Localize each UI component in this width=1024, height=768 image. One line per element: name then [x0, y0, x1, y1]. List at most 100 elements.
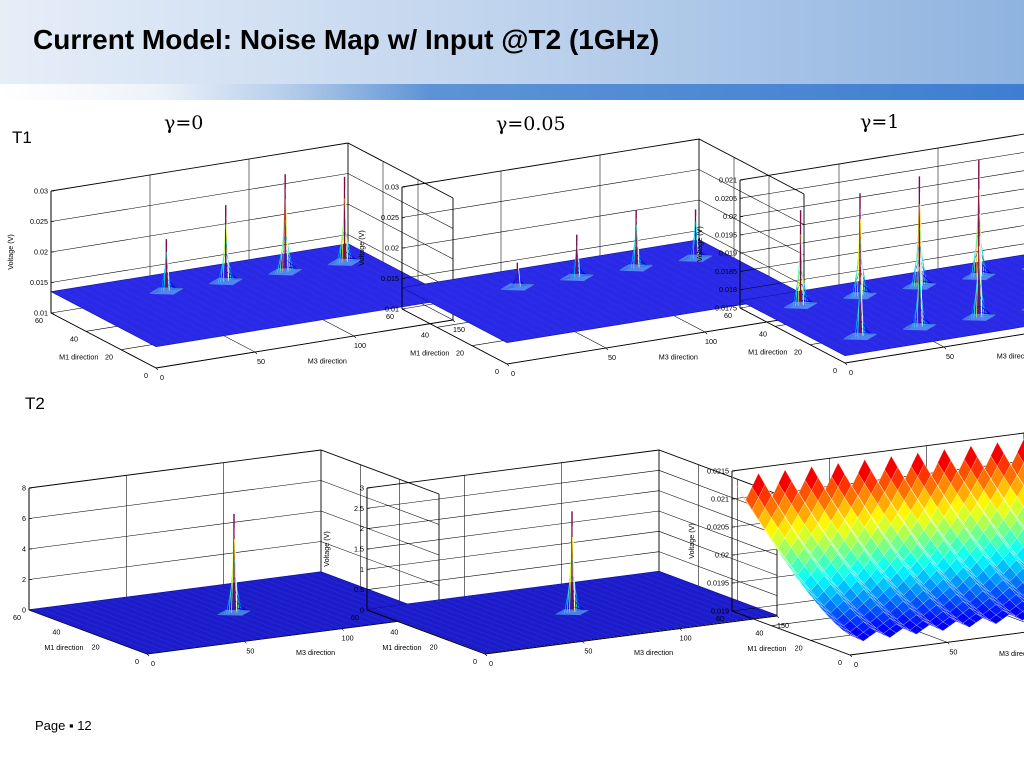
mesh-line — [116, 598, 235, 643]
top-edge — [401, 138, 805, 195]
mesh-line — [581, 581, 700, 626]
mesh-line — [570, 260, 676, 316]
surface-chart-1: 05010015002040600.010.0150.020.0250.03M3… — [6, 142, 465, 382]
mesh-line — [629, 250, 735, 306]
y-axis — [50, 312, 157, 369]
row-label-t2: T2 — [25, 394, 45, 413]
peak-strand — [919, 204, 923, 286]
mesh-line — [169, 272, 275, 328]
z-tick-label: 0.021 — [719, 176, 737, 185]
y-axis — [366, 609, 486, 655]
title-stripe — [0, 84, 1024, 100]
mesh-line — [689, 241, 795, 297]
mesh-line — [659, 245, 765, 302]
mesh-line — [258, 257, 364, 314]
peak-2 — [207, 205, 244, 286]
z-axis-label: Voltage (V) — [6, 234, 15, 270]
x-tick — [341, 628, 344, 631]
mesh-line — [67, 604, 186, 649]
mesh-line — [145, 594, 264, 639]
surface-chart-6: 05010015002040600.0190.01950.020.02050.0… — [687, 432, 1024, 669]
x-tick — [605, 347, 609, 351]
z-axis-label: Voltage (V) — [357, 230, 366, 266]
peak-highlight — [577, 240, 581, 277]
grid-line — [366, 510, 778, 556]
mesh-line — [937, 268, 1024, 314]
mesh-line — [48, 607, 167, 652]
mesh-line — [520, 268, 626, 324]
mesh-line — [619, 252, 725, 308]
mesh-line — [481, 274, 587, 330]
peak-strand — [861, 283, 873, 294]
mesh-line — [560, 261, 666, 318]
peak-footprint — [216, 609, 252, 616]
mesh-line — [411, 285, 517, 342]
z-axis-label: Voltage (V) — [695, 226, 704, 262]
mesh-line — [136, 595, 255, 640]
z-tick-label: 0.5 — [354, 585, 364, 594]
y-tick-label: 40 — [421, 330, 429, 339]
peak-footprint — [554, 609, 590, 616]
x-tick-label: 100 — [705, 337, 717, 346]
x-tick — [353, 335, 357, 339]
z-tick-label: 0.025 — [381, 213, 399, 222]
peak-footprint — [499, 283, 536, 291]
mesh-line — [308, 249, 414, 306]
z-tick-label: 0.0205 — [715, 194, 737, 203]
x-axis — [506, 315, 805, 365]
mesh-line — [590, 579, 709, 625]
peak-5 — [1020, 267, 1024, 271]
mesh-line — [542, 586, 661, 631]
surface-chart-3: 05010015002040600.01750.0180.01850.0190.… — [695, 133, 1024, 377]
y-tick-label: 40 — [759, 329, 767, 338]
y-tick-label: 60 — [351, 613, 359, 622]
mesh-line — [248, 259, 355, 315]
peak-strand — [517, 268, 521, 287]
x-tick-label: 0 — [160, 373, 164, 382]
peak-highlight — [919, 192, 923, 286]
z-tick-label: 0.025 — [30, 217, 48, 226]
mesh-line — [908, 273, 1014, 329]
mesh-line — [669, 244, 775, 300]
mesh-line — [491, 273, 597, 329]
mesh-line — [262, 579, 381, 624]
x-axis-label: M3 direction — [659, 353, 698, 362]
surface-cell — [1017, 438, 1024, 464]
x-axis-label: M3 direction — [308, 357, 347, 366]
surface-cell — [1022, 600, 1024, 603]
mesh-line — [58, 605, 177, 651]
peak-3 — [618, 209, 655, 272]
peak-strand — [285, 198, 289, 272]
x-tick-label: 0 — [854, 660, 858, 669]
z-tick-label: 0.0215 — [707, 467, 729, 476]
x-tick-label: 150 — [453, 325, 465, 334]
mesh-line — [500, 271, 607, 327]
y-axis-label: M1 direction — [59, 352, 98, 361]
column-label-gamma-005: γ=0.05 — [496, 113, 566, 135]
peak-strand — [970, 283, 979, 319]
y-tick-label: 20 — [456, 349, 464, 358]
peak-footprint — [961, 313, 997, 321]
y-axis — [401, 308, 508, 365]
peak-strand — [225, 224, 229, 282]
x-tick — [844, 362, 848, 366]
peak-strand — [336, 231, 345, 264]
mesh-line — [431, 282, 537, 338]
x-tick — [679, 628, 682, 631]
peak-strand — [286, 260, 299, 271]
grid-line — [401, 230, 805, 286]
x-tick-label: 0 — [489, 659, 493, 668]
peak-highlight — [801, 224, 804, 305]
title-banner — [0, 0, 1024, 84]
mesh-line — [149, 275, 256, 331]
mesh-line — [599, 255, 706, 311]
y-tick-label: 20 — [794, 348, 802, 357]
mesh-line — [90, 285, 196, 341]
mesh-line — [189, 269, 295, 325]
z-tick-label: 1.5 — [354, 545, 364, 554]
mesh-line — [110, 281, 216, 338]
mesh-line — [590, 257, 696, 313]
x-axis — [844, 333, 1024, 364]
grid-line — [739, 243, 1024, 290]
